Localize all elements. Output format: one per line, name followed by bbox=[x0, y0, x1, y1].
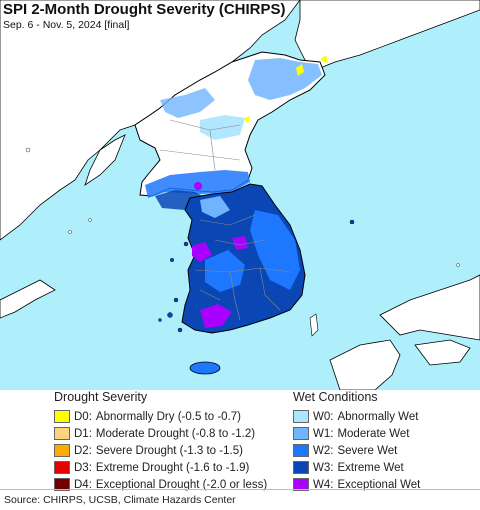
sk-severe-wet-center bbox=[205, 250, 245, 292]
swatch-w1 bbox=[293, 427, 309, 440]
russia-landmass bbox=[294, 0, 480, 69]
legend-code: W1: bbox=[313, 427, 334, 440]
map-subtitle: Sep. 6 - Nov. 5, 2024 [final] bbox=[3, 19, 130, 31]
wet-legend: Wet Conditions W0: Abnormally Wet W1: Mo… bbox=[293, 389, 420, 493]
drought-map bbox=[0, 0, 480, 390]
ulleungdo bbox=[349, 219, 355, 225]
legend-code: W2: bbox=[313, 444, 334, 457]
legend-item-w4: W4: Exceptional Wet bbox=[293, 476, 420, 493]
legend-item-w2: W2: Severe Wet bbox=[293, 442, 420, 459]
map-title: SPI 2-Month Drought Severity (CHIRPS) bbox=[3, 1, 286, 18]
nk-wet-west bbox=[160, 88, 215, 118]
china-islands bbox=[25, 147, 460, 267]
legend-desc: Exceptional Drought (-2.0 or less) bbox=[95, 478, 268, 491]
legend-desc: Extreme Drought (-1.6 to -1.9) bbox=[95, 461, 250, 474]
legend-desc: Severe Drought (-1.3 to -1.5) bbox=[95, 444, 243, 457]
legend-desc: Severe Wet bbox=[337, 444, 398, 457]
japan-shikoku bbox=[414, 339, 471, 366]
nk-exceptional-spot bbox=[194, 182, 202, 190]
japan-honshu bbox=[379, 274, 480, 341]
legend-item-d4: D4: Exceptional Drought (-2.0 or less) bbox=[54, 476, 267, 493]
legend-desc: Extreme Wet bbox=[337, 461, 404, 474]
wet-legend-heading: Wet Conditions bbox=[293, 390, 378, 404]
sk-severe-wet-east bbox=[250, 210, 300, 290]
legend-desc: Abnormally Wet bbox=[337, 410, 419, 423]
legend-code: D4: bbox=[74, 478, 92, 491]
liaodong-peninsula bbox=[84, 134, 126, 186]
source-credit: Source: CHIRPS, UCSB, Climate Hazards Ce… bbox=[4, 494, 236, 506]
sk-exceptional-center bbox=[232, 236, 248, 250]
nk-wet-north bbox=[248, 58, 322, 100]
sk-abnormal-wet-nw bbox=[200, 196, 230, 218]
legend-item-w3: W3: Extreme Wet bbox=[293, 459, 420, 476]
nk-dry-spot-1 bbox=[296, 64, 304, 76]
legend-code: D1: bbox=[74, 427, 92, 440]
swatch-d0 bbox=[54, 410, 70, 423]
swatch-d2 bbox=[54, 444, 70, 457]
legend-item-d1: D1: Moderate Drought (-0.8 to -1.2) bbox=[54, 425, 267, 442]
legend-item-d2: D2: Severe Drought (-1.3 to -1.5) bbox=[54, 442, 267, 459]
legend-item-w0: W0: Abnormally Wet bbox=[293, 408, 420, 425]
legend-desc: Abnormally Dry (-0.5 to -0.7) bbox=[95, 410, 241, 423]
title-block: SPI 2-Month Drought Severity (CHIRPS) Se… bbox=[3, 0, 286, 32]
nk-dry-spot-2 bbox=[244, 116, 250, 124]
legend-desc: Moderate Wet bbox=[337, 427, 410, 440]
sw-islands bbox=[158, 241, 189, 333]
legend-code: W4: bbox=[313, 478, 334, 491]
drought-legend-heading: Drought Severity bbox=[54, 390, 148, 404]
legend-item-d3: D3: Extreme Drought (-1.6 to -1.9) bbox=[54, 459, 267, 476]
legend-item-w1: W1: Moderate Wet bbox=[293, 425, 420, 442]
nk-dry-spot-3 bbox=[320, 55, 328, 63]
legend-code: W0: bbox=[313, 410, 334, 423]
legend-desc: Moderate Drought (-0.8 to -1.2) bbox=[95, 427, 256, 440]
sk-exceptional-west bbox=[192, 242, 212, 262]
sk-exceptional-south bbox=[200, 304, 232, 328]
swatch-w0 bbox=[293, 410, 309, 423]
swatch-d1 bbox=[54, 427, 70, 440]
swatch-d4 bbox=[54, 478, 70, 491]
footer-divider bbox=[0, 489, 480, 490]
legend-code: W3: bbox=[313, 461, 334, 474]
shandong-coast bbox=[0, 279, 56, 319]
legend-code: D0: bbox=[74, 410, 92, 423]
swatch-w3 bbox=[293, 461, 309, 474]
swatch-w4 bbox=[293, 478, 309, 491]
japan-kyushu bbox=[329, 339, 401, 390]
jeju-island bbox=[189, 361, 221, 375]
legend-code: D3: bbox=[74, 461, 92, 474]
swatch-d3 bbox=[54, 461, 70, 474]
legend-item-d0: D0: Abnormally Dry (-0.5 to -0.7) bbox=[54, 408, 267, 425]
legend-desc: Exceptional Wet bbox=[337, 478, 421, 491]
admin-borders bbox=[159, 119, 291, 321]
legend-code: D2: bbox=[74, 444, 92, 457]
tsushima bbox=[309, 313, 319, 337]
drought-legend: Drought Severity D0: Abnormally Dry (-0.… bbox=[54, 389, 267, 493]
swatch-w2 bbox=[293, 444, 309, 457]
nk-wet-center bbox=[200, 115, 245, 140]
